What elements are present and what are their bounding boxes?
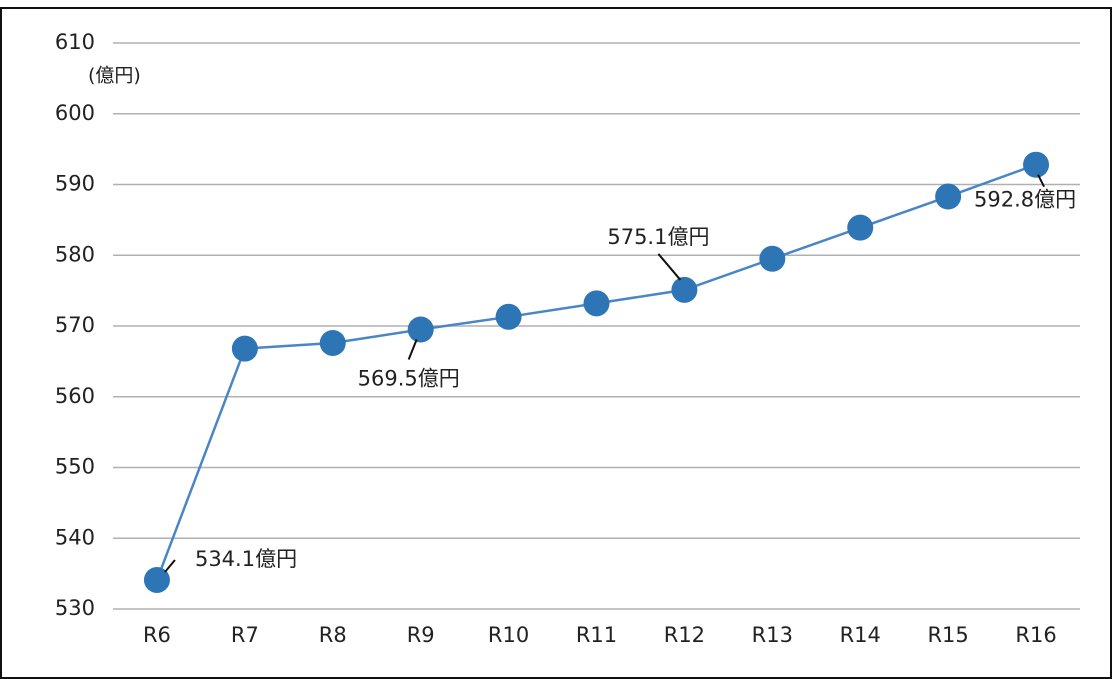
- y-tick-label: 570: [55, 313, 95, 337]
- chart-frame: [0, 7, 1112, 679]
- y-axis-label: (億円): [88, 65, 141, 87]
- x-tick-label: R9: [407, 623, 435, 647]
- point: [671, 276, 698, 303]
- x-tick-label: R16: [1015, 623, 1056, 647]
- x-tick-label: R6: [143, 623, 171, 647]
- x-tick-label: R13: [752, 623, 793, 647]
- x-tick-label: R7: [231, 623, 259, 647]
- leader-line: [657, 253, 682, 281]
- y-tick-label: 580: [55, 242, 95, 266]
- leader-line: [1037, 174, 1045, 188]
- point: [319, 329, 346, 356]
- leader-line: [164, 559, 176, 573]
- data-label: 592.8億円: [974, 188, 1076, 212]
- y-tick-label: 540: [55, 525, 95, 549]
- y-tick-label: 560: [55, 384, 95, 408]
- point: [495, 303, 522, 330]
- y-tick-label: 530: [55, 596, 95, 620]
- point: [759, 245, 786, 272]
- point: [407, 316, 434, 343]
- x-tick-label: R14: [840, 623, 881, 647]
- point: [231, 335, 258, 362]
- x-tick-label: R8: [319, 623, 347, 647]
- x-tick-label: R11: [576, 623, 617, 647]
- y-tick-label: 590: [55, 172, 95, 196]
- data-label: 534.1億円: [195, 547, 297, 571]
- y-tick-label: 600: [55, 101, 95, 125]
- x-tick-label: R15: [927, 623, 968, 647]
- x-tick-label: R12: [664, 623, 705, 647]
- point: [847, 214, 874, 241]
- point: [935, 183, 962, 210]
- point: [1023, 151, 1050, 178]
- point: [143, 566, 170, 593]
- leader-line: [407, 339, 418, 360]
- y-tick-label: 610: [55, 30, 95, 54]
- y-tick-label: 550: [55, 455, 95, 479]
- point: [583, 290, 610, 317]
- data-label: 569.5億円: [358, 367, 460, 391]
- x-tick-label: R10: [488, 623, 529, 647]
- data-label: 575.1億円: [607, 225, 709, 249]
